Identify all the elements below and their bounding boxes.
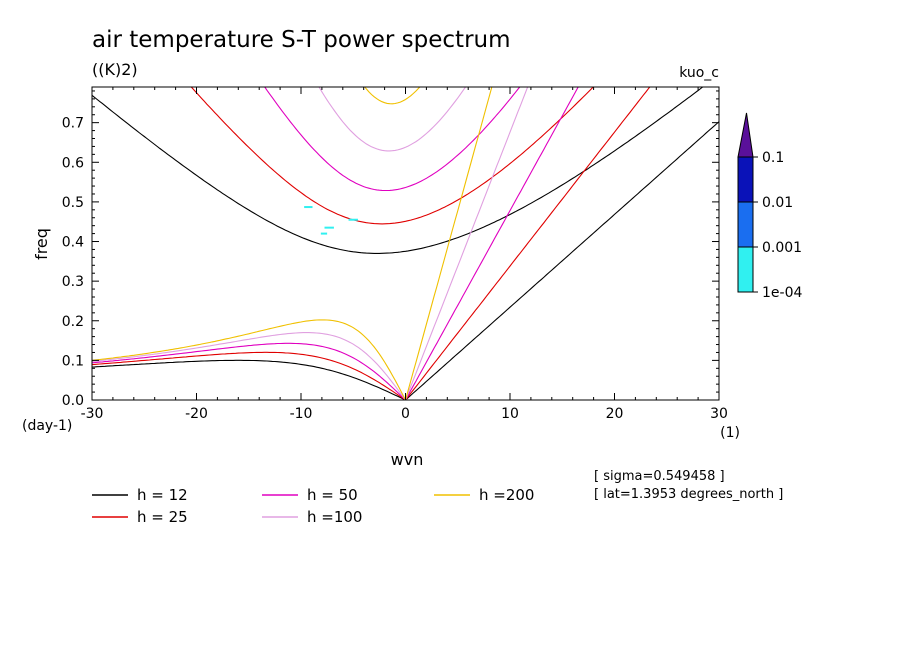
series-0-rossby-line bbox=[92, 359, 406, 400]
y-tick-label: 0.3 bbox=[62, 274, 84, 290]
colorbar-swatch bbox=[737, 246, 754, 293]
x-tick-label: 10 bbox=[501, 406, 519, 422]
x-axis-label: wvn bbox=[391, 450, 424, 469]
colorbar-swatch bbox=[737, 156, 754, 203]
series-4-kelvin-line bbox=[404, 87, 493, 400]
dataset-tag: kuo_c bbox=[679, 65, 719, 81]
y-tick-label: 0.7 bbox=[62, 116, 84, 132]
x-tick-label: 0 bbox=[401, 406, 410, 422]
y-tick-label: 0.6 bbox=[62, 155, 84, 171]
series-2-inertia-gravity-line bbox=[264, 87, 521, 192]
legend-label: h = 25 bbox=[137, 508, 188, 526]
legend-label: h = 12 bbox=[137, 486, 188, 504]
y-tick-label: 0.0 bbox=[62, 393, 84, 409]
colorbar-label: 0.1 bbox=[762, 150, 784, 166]
y-tick-label: 0.1 bbox=[62, 353, 84, 369]
x-tick-label: -10 bbox=[290, 406, 313, 422]
colorbar-label: 1e-04 bbox=[762, 285, 802, 301]
dispersion-curves bbox=[92, 87, 719, 400]
series-4-rossby-line bbox=[92, 319, 406, 400]
x-tick-label: 30 bbox=[710, 406, 728, 422]
series-1-kelvin-line bbox=[405, 87, 651, 400]
colorbar-swatch bbox=[737, 201, 754, 248]
series-2-rossby-line bbox=[92, 342, 406, 400]
series-3-rossby-line bbox=[92, 332, 406, 400]
y-tick-label: 0.5 bbox=[62, 195, 84, 211]
chart-units: ((K)2) bbox=[92, 60, 138, 79]
legend-label: h = 50 bbox=[307, 486, 358, 504]
legend: h = 12 h = 25 h = 50 h =100 h =200 bbox=[92, 486, 534, 526]
series-3-kelvin-line bbox=[404, 87, 529, 400]
x-tick-label: -30 bbox=[81, 406, 104, 422]
x-tick-label: 20 bbox=[606, 406, 624, 422]
legend-label: h =200 bbox=[479, 486, 534, 504]
series-0-kelvin-line bbox=[405, 121, 719, 400]
series-0-inertia-gravity-line bbox=[92, 87, 704, 254]
y-tick-label: 0.2 bbox=[62, 314, 84, 330]
y-unit-label: (day-1) bbox=[22, 418, 72, 434]
y-axis-label: freq bbox=[32, 228, 51, 260]
series-4-inertia-gravity-line bbox=[364, 87, 421, 105]
y-tick-label: 0.4 bbox=[62, 235, 84, 251]
series-3-inertia-gravity-line bbox=[318, 87, 467, 152]
colorbar-label: 0.001 bbox=[762, 240, 802, 256]
contour-patches bbox=[304, 206, 358, 235]
colorbar-label: 0.01 bbox=[762, 195, 793, 211]
series-2-kelvin-line bbox=[405, 87, 579, 400]
x-unit-label: (1) bbox=[720, 425, 740, 441]
series-1-rossby-line bbox=[92, 351, 406, 400]
colorbar: 0.1 0.01 0.001 1e-04 bbox=[737, 112, 802, 301]
axis-ticks: -30 -20 -10 0 10 20 30 0.0 0.1 0.2 0.3 0.4 0.5 0.6 0.7 bbox=[62, 87, 728, 422]
info-sigma: [ sigma=0.549458 ] bbox=[594, 469, 725, 484]
x-tick-label: -20 bbox=[185, 406, 208, 422]
legend-label: h =100 bbox=[307, 508, 362, 526]
colorbar-extend-arrow bbox=[737, 112, 754, 158]
chart-title: air temperature S-T power spectrum bbox=[92, 27, 511, 53]
info-lat: [ lat=1.3953 degrees_north ] bbox=[594, 487, 783, 502]
